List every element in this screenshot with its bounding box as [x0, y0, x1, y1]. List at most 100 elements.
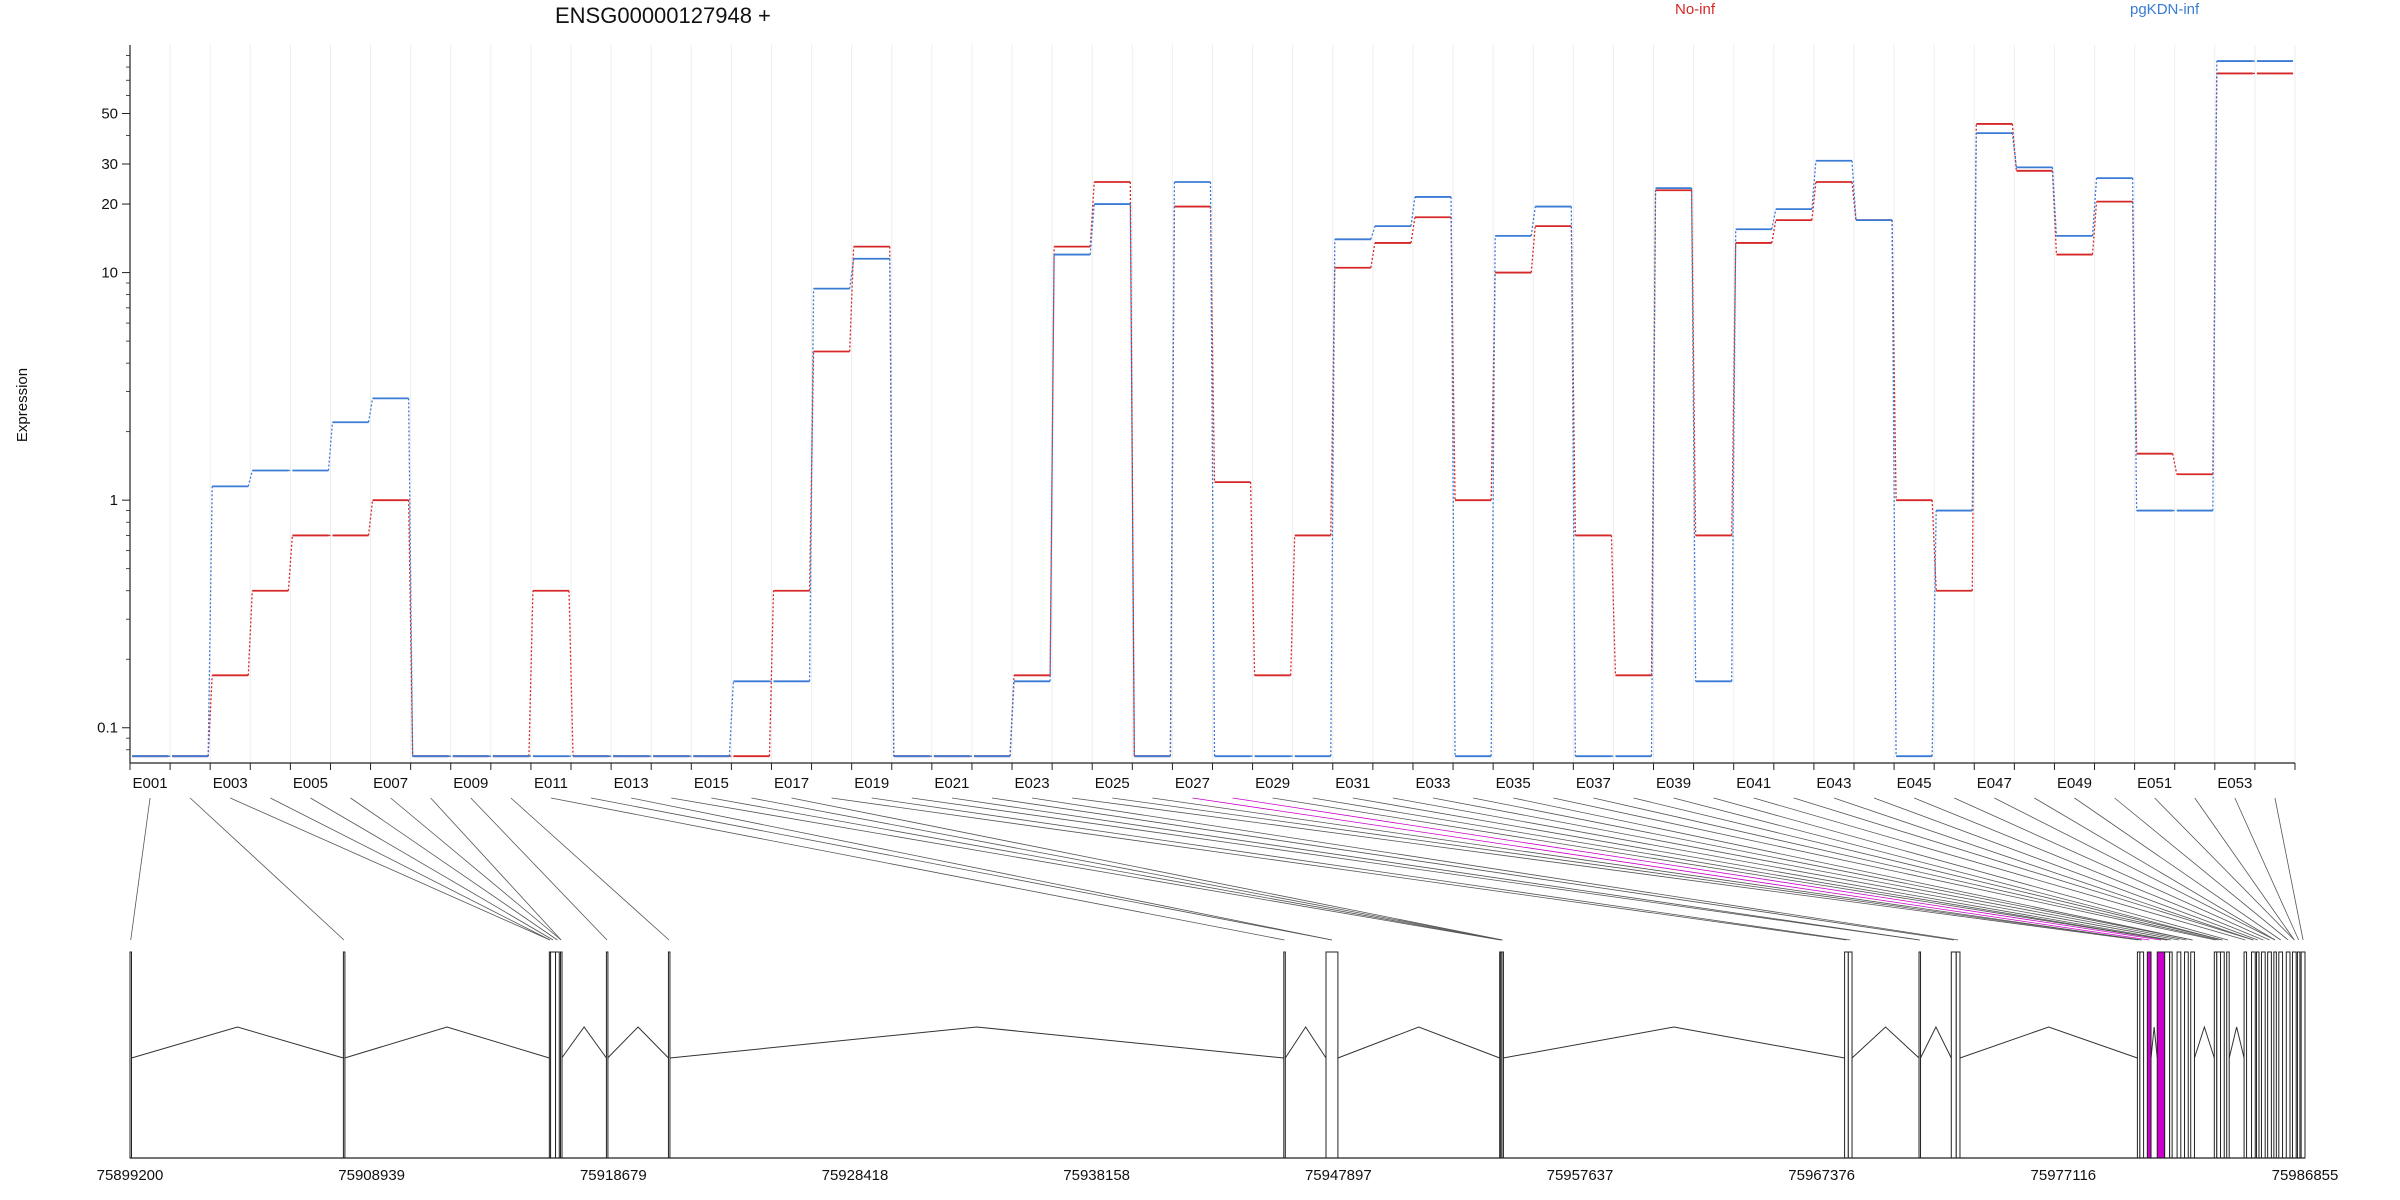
exon-connector — [590, 797, 1333, 941]
series-connector — [1811, 160, 1817, 210]
series-connector — [1410, 196, 1416, 227]
x-tick-label: E043 — [1816, 775, 1851, 792]
exon-box — [2278, 951, 2284, 1159]
exon-box — [2267, 951, 2272, 1159]
exon-box — [2226, 951, 2230, 1159]
exon-connector — [1192, 797, 2150, 941]
exon-box — [342, 951, 346, 1159]
exon-connector — [2234, 797, 2300, 941]
series-connector — [1209, 206, 1216, 483]
exon-box — [2291, 951, 2297, 1159]
x-tick-label: E031 — [1335, 775, 1370, 792]
exon-connector — [1873, 797, 2258, 941]
series-connector — [1731, 229, 1737, 682]
exon-connector — [791, 797, 1503, 941]
x-tick-label: E025 — [1095, 775, 1130, 792]
legend-pgkdn-inf: pgKDN-inf — [2130, 1, 2200, 18]
exon-connector — [671, 797, 1501, 941]
exon-connector — [1392, 797, 2180, 941]
exon-box — [1847, 951, 1853, 1159]
x-tick-label: E029 — [1255, 775, 1290, 792]
exon-connector — [1232, 797, 2162, 941]
exon-box — [2146, 951, 2152, 1159]
exon-connector — [1513, 797, 2193, 941]
x-tick-label: E047 — [1977, 775, 2012, 792]
y-axis: 0.1 1 10 20 30 50 — [97, 45, 131, 763]
exon-box — [1325, 951, 1339, 1159]
exon-connector — [951, 797, 1920, 941]
x-tick-label: E053 — [2217, 775, 2252, 792]
exon-box — [2251, 951, 2256, 1159]
exon-box — [1844, 951, 1849, 1159]
exon-box — [2156, 951, 2166, 1159]
y-tick-label: 10 — [101, 265, 118, 282]
exon-connector — [2114, 797, 2289, 941]
exon-connector — [1152, 797, 2142, 941]
exon-connector — [831, 797, 1847, 941]
exon-box — [550, 951, 557, 1159]
x-tick-label: E001 — [133, 775, 168, 792]
exon-box — [560, 951, 563, 1159]
series-connector — [1891, 220, 1897, 501]
x-tick-label: E049 — [2057, 775, 2092, 792]
series-connector — [1370, 242, 1376, 268]
intron-line — [1851, 1026, 1920, 1059]
series-connector — [247, 470, 253, 487]
exon-connector — [1432, 797, 2187, 941]
exon-connector — [2154, 797, 2295, 941]
exon-box — [2296, 951, 2301, 1159]
x-tick-label: E007 — [373, 775, 408, 792]
series-connector — [1530, 206, 1536, 236]
exon-box — [667, 951, 671, 1159]
exon-connector — [1753, 797, 2246, 941]
series-connector — [889, 258, 895, 757]
series-connector — [1610, 535, 1617, 676]
exon-connector — [310, 797, 554, 941]
series-connector — [2091, 201, 2098, 255]
exon-connector — [631, 797, 1333, 941]
y-axis-label: Expression — [14, 368, 31, 442]
series-connector — [367, 500, 374, 536]
exon-box — [555, 951, 560, 1159]
intron-line — [607, 1026, 669, 1059]
genome-tick-label: 75977116 — [2031, 1167, 2097, 1184]
x-axis: E001 E003 E005 E007 E009 E011 E013 E015 E017 E019… — [129, 762, 2296, 792]
series-connector — [1891, 220, 1897, 757]
exon-box — [2216, 951, 2222, 1159]
intron-line — [1284, 1026, 1327, 1059]
intron-line — [344, 1026, 550, 1059]
exon-box — [2285, 951, 2291, 1159]
series-connector — [2131, 178, 2138, 511]
exon-connector — [711, 797, 1502, 941]
exon-box — [2169, 951, 2173, 1159]
intron-line — [1920, 1025, 1952, 1059]
genome-tick-label: 75986855 — [2272, 1167, 2339, 1184]
genome-tick-label: 75938158 — [1063, 1167, 1130, 1184]
exon-connector — [1994, 797, 2276, 941]
exon-box — [1283, 951, 1286, 1159]
exon-connector — [550, 797, 1285, 941]
exon-box — [2176, 951, 2182, 1159]
series-connector — [1931, 500, 1937, 591]
y-tick-label: 20 — [101, 196, 118, 213]
intron-line — [561, 1026, 607, 1059]
exon-connector — [1032, 797, 1959, 941]
exon-box — [1955, 951, 1961, 1159]
series-connector — [2091, 178, 2098, 236]
gene-model — [129, 951, 2306, 1159]
exon-connector — [189, 797, 345, 941]
intron-line — [1503, 1026, 1845, 1059]
x-tick-label: E011 — [534, 775, 568, 792]
series-connector — [1049, 254, 1055, 682]
genome-tick-label: 75957637 — [1547, 1167, 1614, 1184]
series-connector — [1650, 188, 1657, 757]
series-connector — [1089, 204, 1095, 255]
genome-tick-label: 75928418 — [822, 1167, 889, 1184]
exon-connector — [2034, 797, 2276, 941]
series-connector — [528, 590, 534, 757]
y-tick-label: 0.1 — [97, 720, 118, 737]
exon-connector — [390, 797, 562, 941]
series-connector — [768, 590, 775, 757]
series-connector — [1690, 190, 1697, 536]
